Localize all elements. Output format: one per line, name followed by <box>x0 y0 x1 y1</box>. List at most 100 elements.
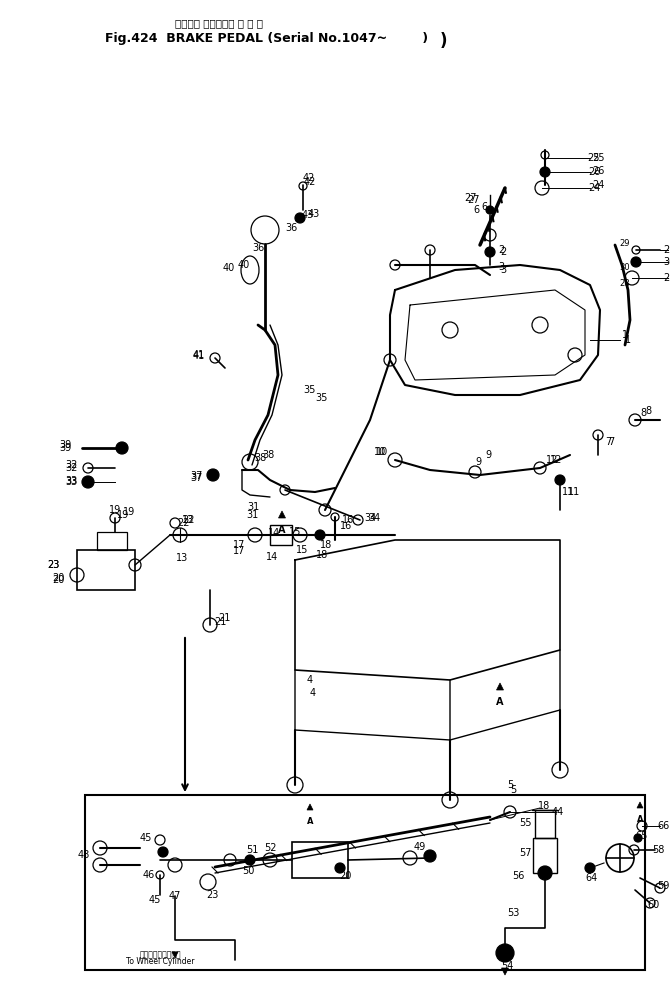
Text: 40: 40 <box>222 263 235 273</box>
Circle shape <box>538 866 552 880</box>
Circle shape <box>295 213 305 223</box>
Text: 40: 40 <box>238 260 250 270</box>
Bar <box>97 532 127 550</box>
Bar <box>77 550 135 590</box>
Text: 31: 31 <box>247 502 259 512</box>
Text: 66: 66 <box>657 821 669 831</box>
Circle shape <box>116 442 128 454</box>
Text: 39: 39 <box>60 443 72 453</box>
Text: 42: 42 <box>303 173 316 183</box>
Polygon shape <box>502 968 509 975</box>
Bar <box>292 842 348 878</box>
Text: 60: 60 <box>647 900 659 910</box>
Text: 12: 12 <box>550 455 562 465</box>
Text: 15: 15 <box>289 527 301 537</box>
Bar <box>533 838 557 873</box>
Text: 41: 41 <box>193 350 205 360</box>
Text: 12: 12 <box>546 455 558 465</box>
Text: 34: 34 <box>368 513 381 523</box>
Text: 20: 20 <box>339 871 351 881</box>
Text: 18: 18 <box>538 801 550 811</box>
Text: 3: 3 <box>498 262 504 272</box>
Bar <box>270 525 292 545</box>
Text: 11: 11 <box>562 487 574 497</box>
Text: A: A <box>278 525 285 535</box>
Text: 31: 31 <box>246 510 258 520</box>
Text: 47: 47 <box>169 891 181 901</box>
Text: 33: 33 <box>66 477 78 487</box>
Text: 3: 3 <box>500 265 506 275</box>
Text: 65: 65 <box>636 831 648 841</box>
Circle shape <box>634 834 642 842</box>
Text: 13: 13 <box>182 515 194 525</box>
Text: 52: 52 <box>264 843 276 853</box>
Text: 14: 14 <box>266 552 278 562</box>
Text: 38: 38 <box>254 453 266 463</box>
Text: 26: 26 <box>588 167 600 177</box>
Text: 16: 16 <box>340 521 352 531</box>
Text: 33: 33 <box>66 476 78 486</box>
Polygon shape <box>496 683 503 690</box>
Text: 54: 54 <box>500 961 513 971</box>
Text: 6: 6 <box>474 205 480 215</box>
Circle shape <box>496 944 514 962</box>
Text: 30: 30 <box>620 262 630 272</box>
Text: 19: 19 <box>117 510 129 520</box>
Text: ブレーキ ペダル（適 用 号 機: ブレーキ ペダル（適 用 号 機 <box>175 18 263 28</box>
Text: 36: 36 <box>285 223 297 233</box>
Text: 48: 48 <box>78 850 90 860</box>
Text: 35: 35 <box>304 385 316 395</box>
Text: 55: 55 <box>519 818 532 828</box>
Text: 17: 17 <box>232 546 245 556</box>
Text: 45: 45 <box>139 833 152 843</box>
Text: 20: 20 <box>53 573 65 583</box>
Text: 5: 5 <box>510 785 517 795</box>
Text: 23: 23 <box>48 560 60 570</box>
Text: 29: 29 <box>620 239 630 248</box>
Circle shape <box>158 847 168 857</box>
Polygon shape <box>279 511 285 518</box>
Text: 2: 2 <box>498 245 505 255</box>
Text: 27: 27 <box>464 193 477 203</box>
Text: 17: 17 <box>232 540 245 550</box>
Text: 53: 53 <box>508 908 520 918</box>
Text: 20: 20 <box>53 575 65 585</box>
Text: 18: 18 <box>320 540 332 550</box>
Text: 45: 45 <box>149 895 161 905</box>
Circle shape <box>485 247 495 257</box>
Circle shape <box>207 469 219 481</box>
Text: 14: 14 <box>268 528 280 538</box>
Text: To Wheel Cylinder: To Wheel Cylinder <box>126 957 194 966</box>
Circle shape <box>631 257 641 267</box>
Text: 32: 32 <box>66 460 78 470</box>
Text: 19: 19 <box>123 507 135 517</box>
Bar <box>535 810 555 838</box>
Text: 37: 37 <box>191 471 203 481</box>
Circle shape <box>424 850 436 862</box>
Text: 4: 4 <box>310 688 316 698</box>
Text: 7: 7 <box>608 437 614 447</box>
Text: 49: 49 <box>414 842 426 852</box>
Text: 6: 6 <box>481 202 487 212</box>
Text: 32: 32 <box>66 463 78 473</box>
Text: 19: 19 <box>109 505 121 515</box>
Text: 30: 30 <box>663 257 670 267</box>
Text: 8: 8 <box>640 408 646 418</box>
Text: 25: 25 <box>588 153 600 163</box>
Text: 2: 2 <box>500 247 507 257</box>
Text: 50: 50 <box>242 866 254 876</box>
Text: 21: 21 <box>218 613 230 623</box>
Polygon shape <box>307 804 313 810</box>
Text: 23: 23 <box>48 560 60 570</box>
Text: 34: 34 <box>364 513 376 523</box>
Text: 21: 21 <box>214 617 226 627</box>
Text: 51: 51 <box>246 845 258 855</box>
Text: 58: 58 <box>652 845 664 855</box>
Circle shape <box>245 855 255 865</box>
Circle shape <box>585 863 595 873</box>
Text: A: A <box>636 815 643 823</box>
Text: 22: 22 <box>177 518 189 528</box>
Text: 5: 5 <box>507 780 513 790</box>
Text: 37: 37 <box>191 473 203 483</box>
Text: 57: 57 <box>519 848 532 858</box>
